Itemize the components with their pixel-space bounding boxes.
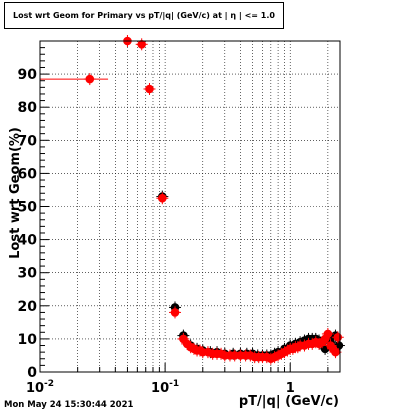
data-markers <box>40 35 345 365</box>
data-point <box>158 193 167 203</box>
data-point <box>333 332 343 342</box>
y-tick-label: 20 <box>18 299 38 315</box>
chart-title: Lost wrt Geom for Primary vs pT/|q| (GeV… <box>4 2 284 29</box>
y-tick-label: 60 <box>18 166 38 182</box>
grid-lines <box>39 41 340 372</box>
tick-labels: 0 10 20 30 40 50 60 70 80 90 10-2 10-1 1 <box>18 67 295 396</box>
x-axis-label: pT/|q| (GeV/c) <box>239 394 339 409</box>
y-tick-label: 10 <box>18 332 38 348</box>
data-point <box>145 84 154 94</box>
data-point <box>323 329 333 339</box>
y-tick-label: 40 <box>18 233 38 249</box>
y-axis-label: Lost wrt Geom(%) <box>8 127 23 259</box>
y-tick-label: 90 <box>18 67 38 83</box>
x-tick-label: 10-1 <box>151 379 179 396</box>
data-point <box>331 347 340 357</box>
y-tick-label: 50 <box>18 200 38 216</box>
y-tick-label: 80 <box>18 100 38 116</box>
data-point <box>170 308 180 317</box>
y-tick-label: 30 <box>18 266 38 282</box>
x-tick-label: 10-2 <box>26 379 54 396</box>
x-tick-label: 1 <box>286 381 295 396</box>
y-tick-label: 70 <box>18 133 38 149</box>
data-point <box>137 40 147 49</box>
y-tick-label: 0 <box>27 365 37 381</box>
axis-ticks <box>39 40 329 373</box>
timestamp-footer: Mon May 24 15:30:44 2021 <box>4 400 134 410</box>
